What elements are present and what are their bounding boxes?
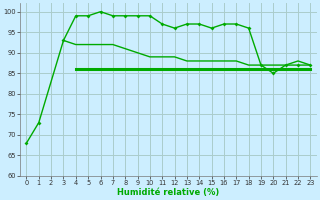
X-axis label: Humidité relative (%): Humidité relative (%) [117,188,220,197]
